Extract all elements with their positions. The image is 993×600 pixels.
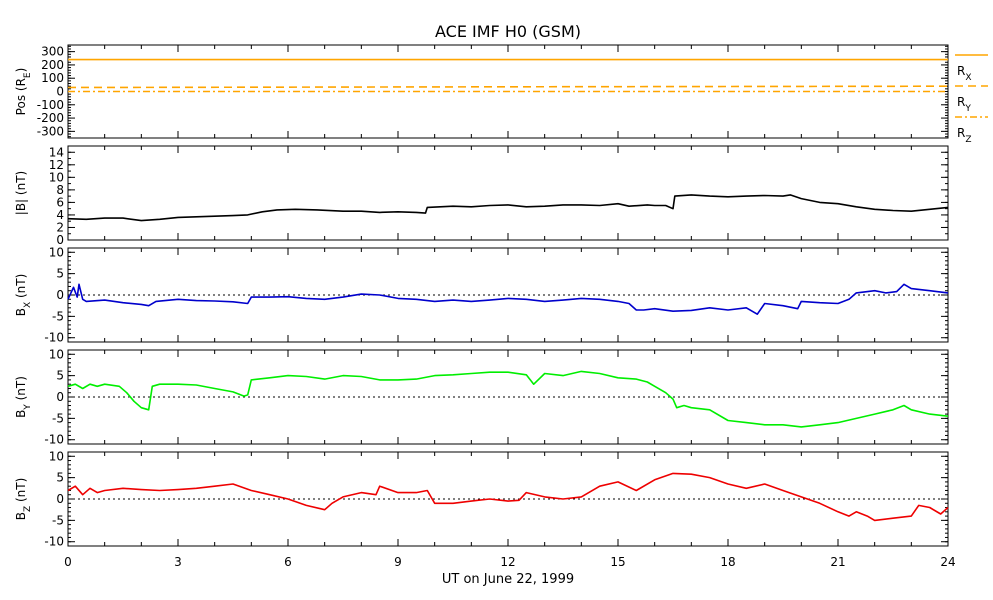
y-tick-label: -5 bbox=[52, 513, 64, 527]
y-tick-label: 10 bbox=[49, 449, 64, 463]
chart-title: ACE IMF H0 (GSM) bbox=[435, 22, 581, 41]
x-tick-label: 12 bbox=[500, 555, 515, 569]
x-tick-label: 0 bbox=[64, 555, 72, 569]
legend-label: RY bbox=[957, 95, 971, 114]
y-tick-label: -10 bbox=[44, 433, 64, 447]
y-tick-label: 5 bbox=[56, 369, 64, 383]
y-tick-label: -200 bbox=[37, 111, 64, 125]
x-tick-label: 24 bbox=[940, 555, 955, 569]
y-tick-label: 8 bbox=[56, 183, 64, 197]
y-tick-label: -10 bbox=[44, 331, 64, 345]
panel-bz: 10 5 0 -5 -10 BZ (nT) 0 3 6 9 12 15 18 21 24 bbox=[14, 449, 956, 569]
panel-by: 10 5 0 -5 -10 BY (nT) bbox=[14, 347, 949, 447]
y-tick-label: 10 bbox=[49, 245, 64, 259]
y-tick-label: 0 bbox=[56, 233, 64, 247]
y-tick-label: 10 bbox=[49, 347, 64, 361]
y-tick-label: 100 bbox=[41, 71, 64, 85]
y-tick-label: 10 bbox=[49, 170, 64, 184]
x-tick-label: 15 bbox=[610, 555, 625, 569]
x-tick-label: 21 bbox=[830, 555, 845, 569]
y-axis-label: BY (nT) bbox=[14, 376, 33, 418]
y-tick-label: 300 bbox=[41, 45, 64, 59]
y-tick-label: 6 bbox=[56, 195, 64, 209]
y-tick-label: 12 bbox=[49, 158, 64, 172]
y-tick-label: -5 bbox=[52, 309, 64, 323]
x-tick-label: 3 bbox=[174, 555, 182, 569]
series-line-bmag-0 bbox=[67, 194, 949, 222]
y-tick-label: -100 bbox=[37, 98, 64, 112]
y-tick-label: -10 bbox=[44, 535, 64, 549]
series-line-bx-0 bbox=[67, 283, 949, 316]
y-tick-label: 5 bbox=[56, 267, 64, 281]
y-tick-label: 0 bbox=[56, 492, 64, 506]
y-tick-label: 0 bbox=[56, 85, 64, 99]
y-tick-label: 5 bbox=[56, 471, 64, 485]
y-tick-label: 14 bbox=[49, 145, 64, 159]
panel-bx: 10 5 0 -5 -10 BX (nT) bbox=[14, 245, 949, 345]
series-line-pos-1 bbox=[67, 85, 949, 89]
y-tick-label: 0 bbox=[56, 390, 64, 404]
x-tick-label: 18 bbox=[720, 555, 735, 569]
y-tick-label: 200 bbox=[41, 58, 64, 72]
x-tick-label: 6 bbox=[284, 555, 292, 569]
y-axis-label: BX (nT) bbox=[14, 274, 33, 317]
y-tick-label: 0 bbox=[56, 288, 64, 302]
panel-frame bbox=[67, 145, 949, 241]
legend-label: RX bbox=[957, 64, 972, 83]
y-tick-label: -300 bbox=[37, 124, 64, 138]
y-tick-label: -5 bbox=[52, 411, 64, 425]
legend-label: RZ bbox=[957, 126, 972, 145]
series-line-by-0 bbox=[67, 370, 949, 428]
y-axis-label: BZ (nT) bbox=[14, 478, 33, 521]
series-line-bz-0 bbox=[67, 472, 949, 522]
x-axis-label: UT on June 22, 1999 bbox=[442, 572, 574, 587]
x-tick-label: 9 bbox=[394, 555, 402, 569]
y-axis-label: Pos (RE) bbox=[14, 68, 33, 116]
y-tick-label: 4 bbox=[56, 208, 64, 222]
y-tick-label: 2 bbox=[56, 220, 64, 234]
y-axis-label: |B| (nT) bbox=[14, 171, 28, 215]
